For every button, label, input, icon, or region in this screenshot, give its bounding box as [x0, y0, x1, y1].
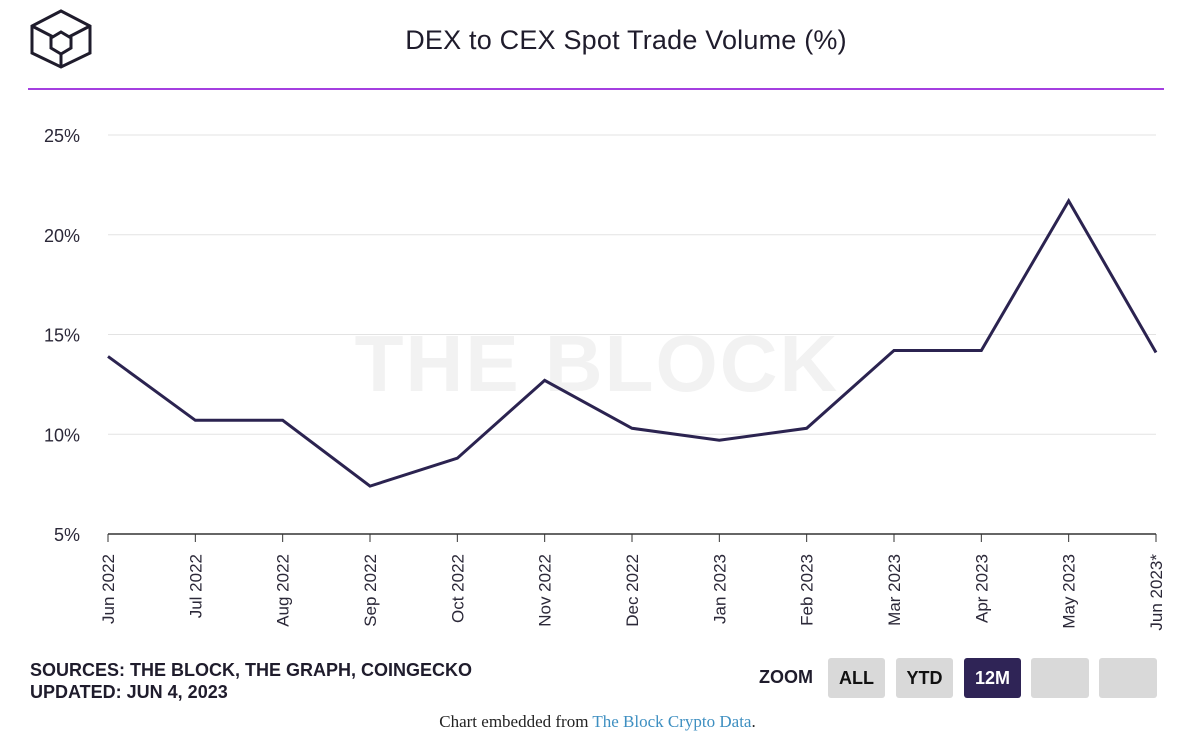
y-tick-label: 20%: [44, 226, 80, 246]
x-tick-label: Dec 2022: [623, 554, 642, 627]
chart-sources: SOURCES: THE BLOCK, THE GRAPH, COINGECKO…: [30, 659, 472, 703]
x-tick-label: Nov 2022: [536, 554, 555, 627]
x-tick-label: Apr 2023: [972, 554, 991, 623]
embed-suffix: .: [751, 712, 756, 731]
series-group: [107, 197, 1158, 488]
zoom-button-blank-3[interactable]: [1031, 658, 1089, 698]
y-tick-label: 15%: [44, 326, 80, 346]
chart-watermark: THE BLOCK: [355, 319, 840, 408]
embed-link[interactable]: The Block Crypto Data: [592, 712, 752, 731]
x-tick-label: Jul 2022: [186, 554, 205, 618]
embed-credit: Chart embedded from The Block Crypto Dat…: [0, 712, 1195, 732]
zoom-button-12m[interactable]: 12M: [964, 658, 1021, 698]
x-tick-label: Mar 2023: [885, 554, 904, 626]
y-tick-label: 5%: [54, 525, 80, 545]
zoom-button-all[interactable]: ALL: [828, 658, 885, 698]
embed-prefix: Chart embedded from: [439, 712, 593, 731]
zoom-label: ZOOM: [759, 667, 813, 687]
zoom-button-ytd[interactable]: YTD: [896, 658, 953, 698]
the-block-logo: [30, 9, 92, 69]
y-tick-label: 25%: [44, 126, 80, 146]
chart-title: DEX to CEX Spot Trade Volume (%): [405, 25, 847, 55]
x-tick-label: Jan 2023: [710, 554, 729, 624]
x-tick-label: May 2023: [1060, 554, 1079, 629]
x-tick-label: Aug 2022: [274, 554, 293, 627]
title-divider: [28, 88, 1164, 90]
sources-text: SOURCES: THE BLOCK, THE GRAPH, COINGECKO: [30, 660, 473, 680]
y-tick-label: 10%: [44, 425, 80, 445]
y-gridlines: [108, 134, 1156, 535]
updated-text: UPDATED: JUN 4, 2023: [30, 682, 228, 702]
zoom-button-blank-4[interactable]: [1099, 658, 1157, 698]
x-axis-ticks: Jun 2022 Jul 2022 Aug 2022 Sep 2022 Oct 2022…: [99, 534, 1166, 631]
line-chart: THE BLOCK 25% 20% 15% 10% 5% Jun 2022 Jul 202…: [44, 126, 1166, 631]
x-tick-label: Feb 2023: [798, 554, 817, 626]
y-axis-ticks: 25% 20% 15% 10% 5%: [44, 126, 80, 545]
x-tick-label: Jun 2023*: [1147, 554, 1166, 631]
x-tick-label: Sep 2022: [361, 554, 380, 627]
series-line: [107, 197, 1158, 488]
x-tick-label: Oct 2022: [448, 554, 467, 623]
x-tick-label: Jun 2022: [99, 554, 118, 624]
